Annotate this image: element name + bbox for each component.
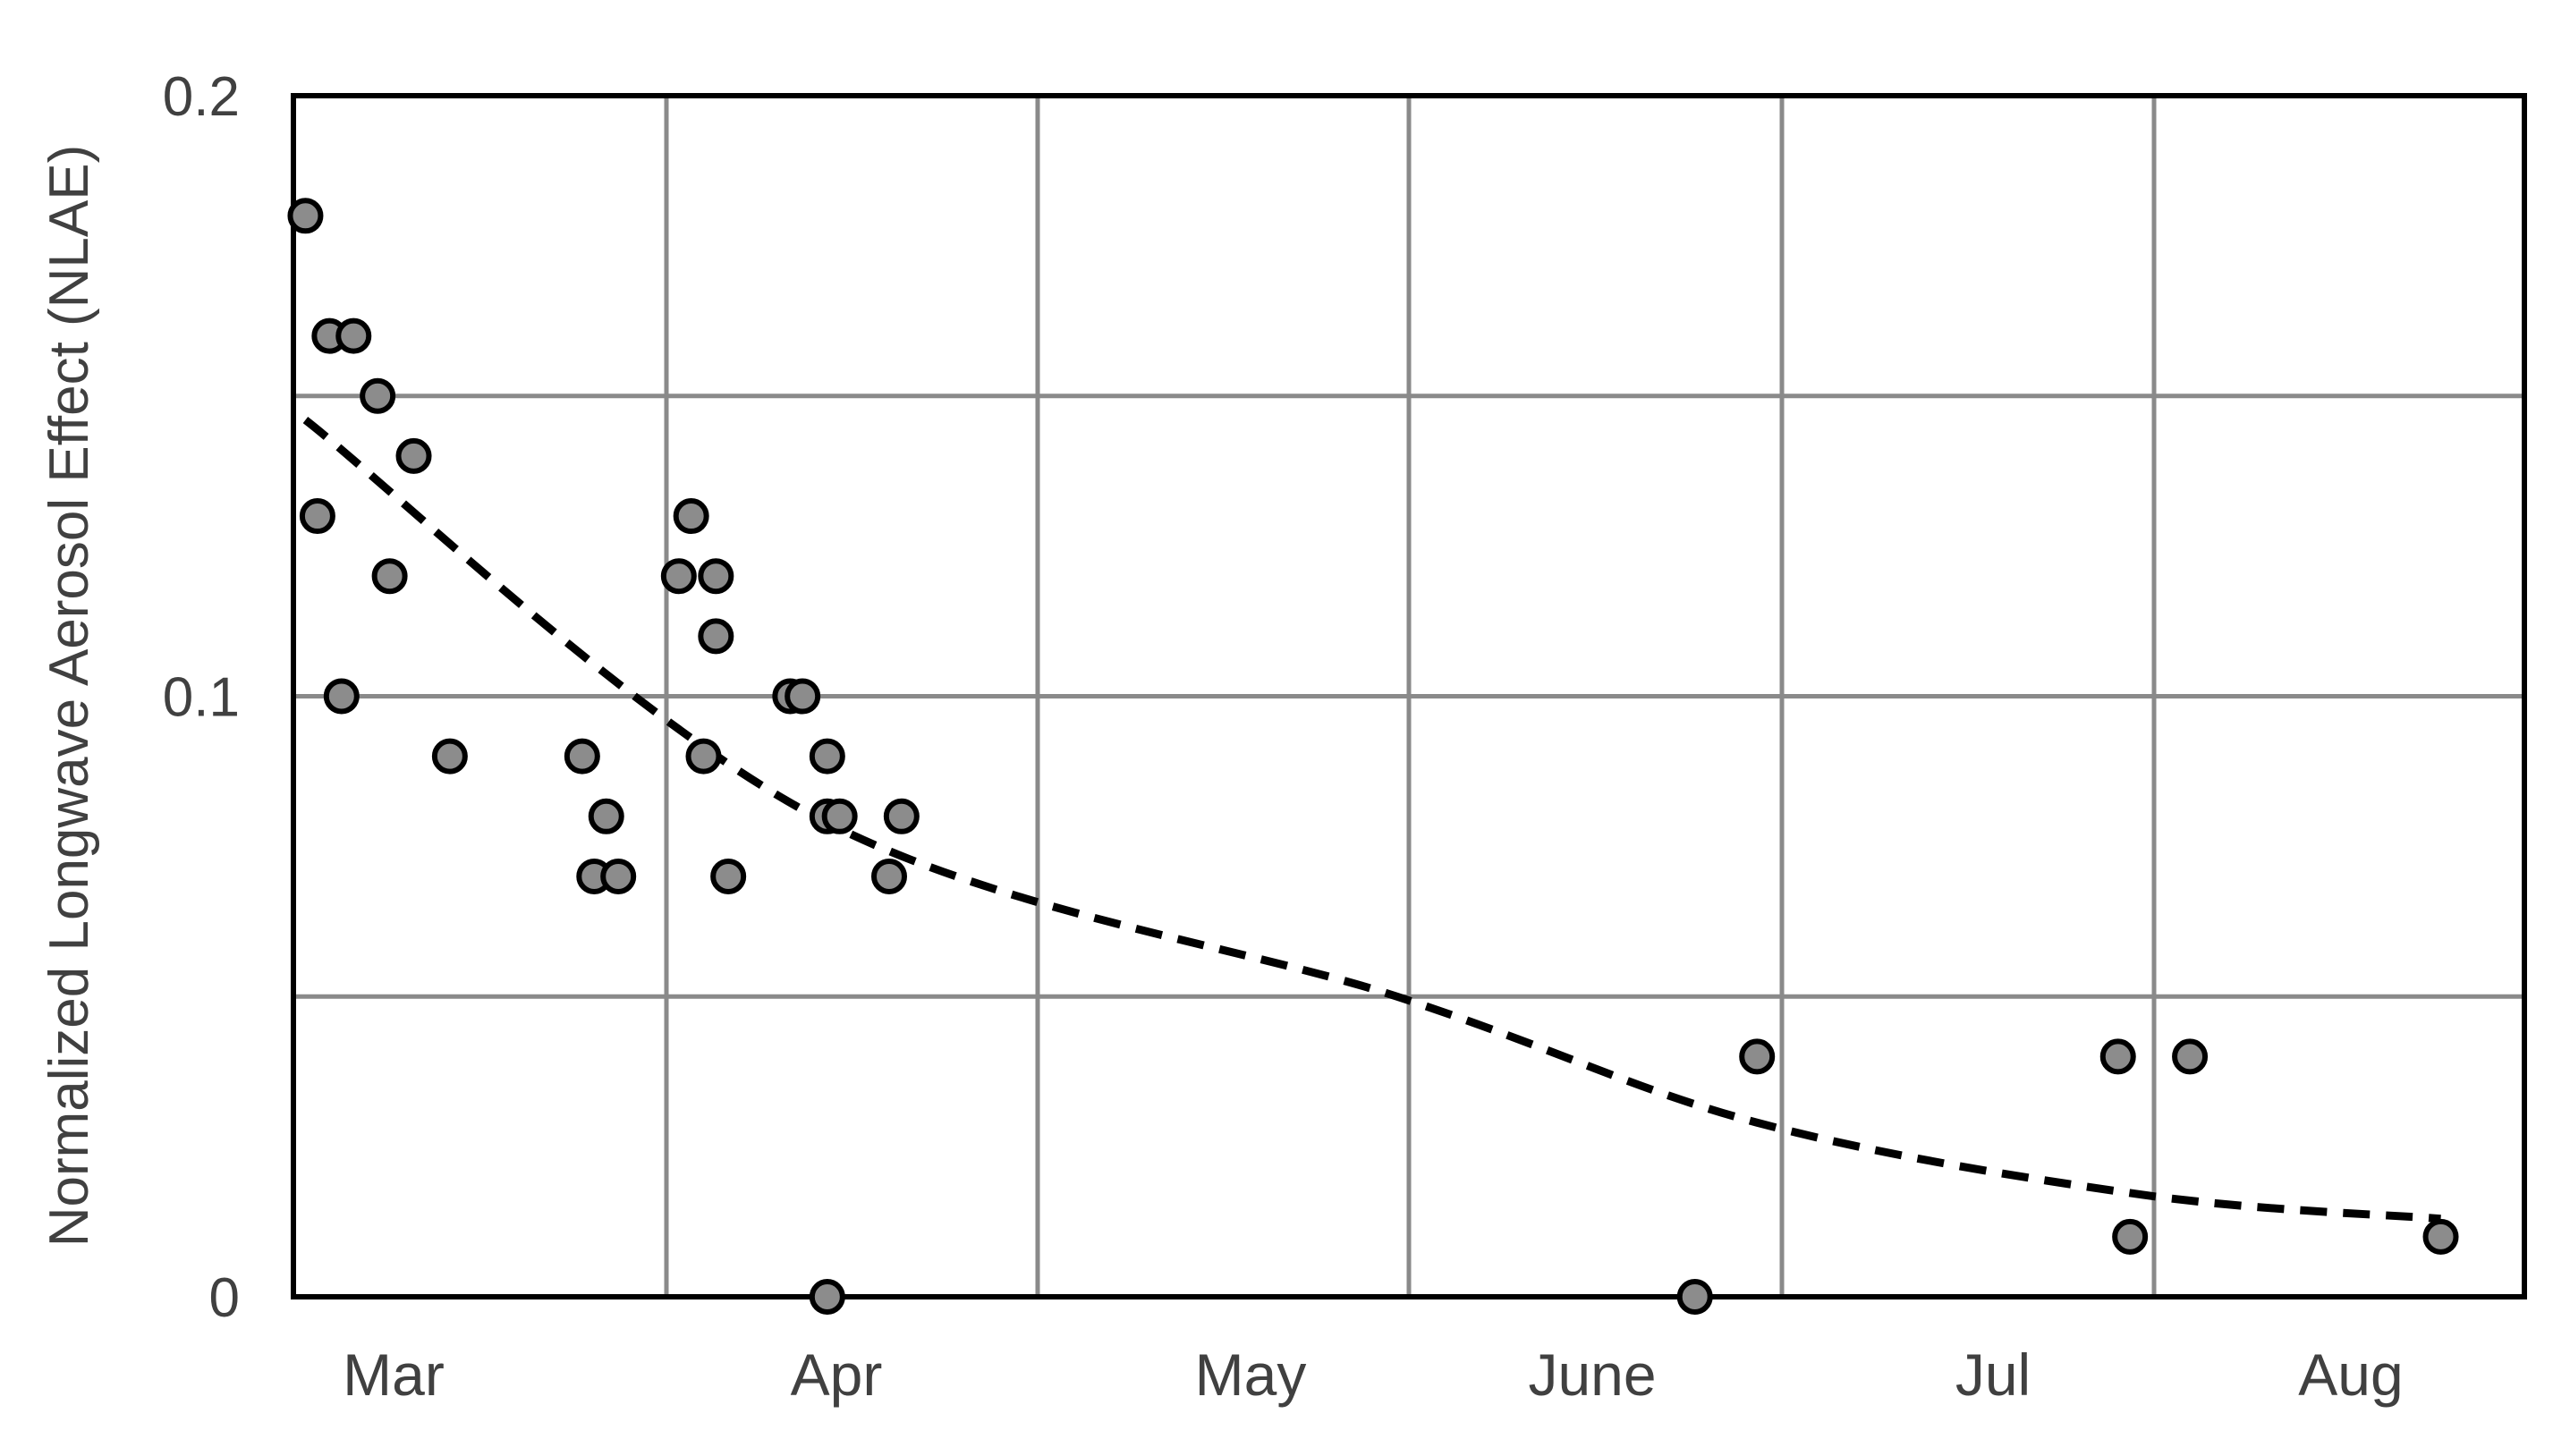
data-point bbox=[600, 858, 637, 894]
y-tick-label: 0.1 bbox=[163, 667, 240, 729]
data-point bbox=[564, 738, 600, 775]
data-point bbox=[785, 678, 821, 715]
data-point bbox=[360, 377, 396, 414]
data-point bbox=[299, 498, 335, 535]
x-tick-label: Aug bbox=[2298, 1342, 2403, 1408]
data-point bbox=[395, 437, 432, 474]
data-point bbox=[821, 798, 858, 834]
data-point bbox=[588, 798, 624, 834]
x-tick-label: Apr bbox=[791, 1342, 883, 1408]
data-point bbox=[698, 618, 734, 655]
x-tick-label: Mar bbox=[343, 1342, 445, 1408]
data-point bbox=[871, 858, 907, 894]
data-point bbox=[371, 558, 408, 595]
data-point bbox=[2099, 1038, 2136, 1075]
data-point bbox=[809, 1279, 845, 1315]
plot-frame bbox=[291, 93, 2527, 1299]
data-point bbox=[2422, 1218, 2459, 1255]
data-point bbox=[685, 738, 722, 775]
x-tick-label: June bbox=[1528, 1342, 1656, 1408]
grid-lines bbox=[293, 96, 2524, 1297]
data-point bbox=[431, 738, 468, 775]
y-tick-label: 0.2 bbox=[163, 66, 240, 128]
data-point bbox=[673, 498, 709, 535]
y-tick-label: 0 bbox=[209, 1267, 240, 1329]
data-point bbox=[1676, 1279, 1713, 1315]
data-point bbox=[1739, 1038, 1776, 1075]
data-point bbox=[323, 678, 360, 715]
y-axis-label: Normalized Longwave Aerosol Effect (NLAE… bbox=[38, 145, 100, 1248]
data-points bbox=[287, 198, 2459, 1315]
data-point bbox=[287, 198, 324, 234]
y-tick-labels: 0 0.1 0.2 bbox=[163, 66, 240, 1329]
x-tick-label: May bbox=[1195, 1342, 1307, 1408]
data-point bbox=[2112, 1218, 2149, 1255]
data-point bbox=[2172, 1038, 2209, 1075]
data-point bbox=[809, 738, 845, 775]
data-point bbox=[660, 558, 697, 595]
data-point bbox=[710, 858, 747, 894]
data-point bbox=[698, 558, 734, 595]
trend-line bbox=[302, 417, 2441, 1223]
x-tick-label: Jul bbox=[1955, 1342, 2031, 1408]
data-point bbox=[335, 317, 372, 354]
data-point bbox=[883, 798, 920, 834]
x-tick-labels: Mar Apr May June Jul Aug bbox=[343, 1342, 2404, 1408]
